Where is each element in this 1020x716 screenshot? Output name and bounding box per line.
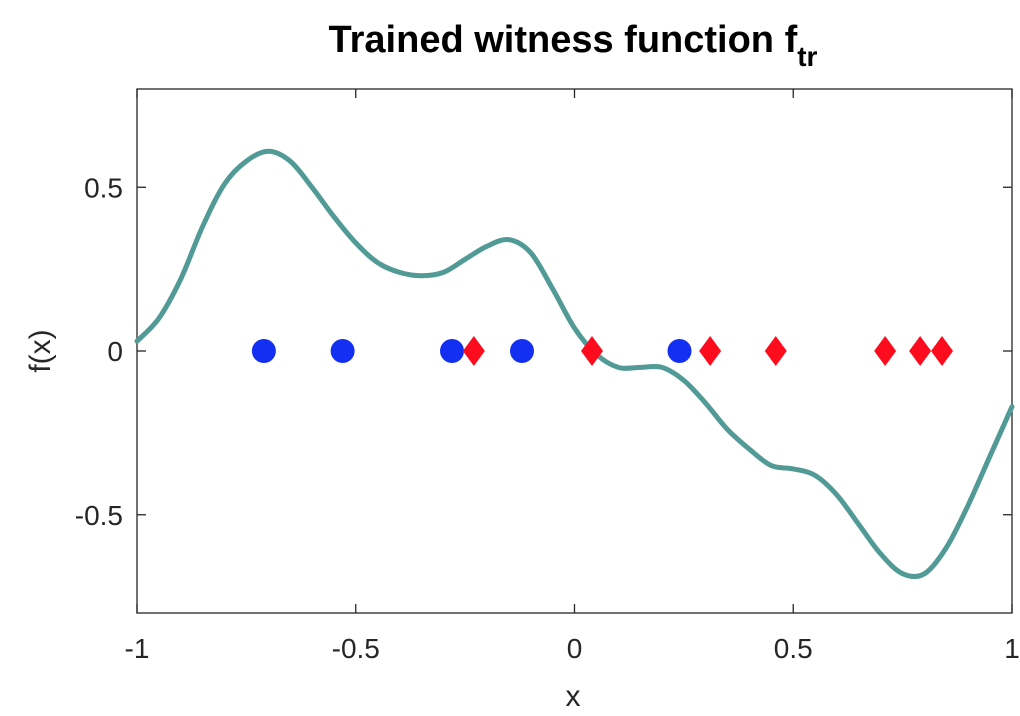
x-tick-label: 0.5 <box>774 633 813 664</box>
y-tick-label: -0.5 <box>75 500 123 531</box>
sample-markers <box>251 336 953 366</box>
y-tick-label: 0.5 <box>84 172 123 203</box>
diamond-marker <box>462 336 485 366</box>
diamond-marker <box>931 336 953 366</box>
y-axis: -0.5 0 0.5 <box>75 172 1012 531</box>
circle-marker <box>251 339 276 363</box>
diamond-marker <box>909 336 932 366</box>
x-tick-label: -1 <box>125 633 150 664</box>
witness-function-curve <box>134 148 1015 580</box>
chart-title: Trained witness function ftr <box>329 19 818 72</box>
diamond-marker <box>874 336 897 366</box>
y-axis-label: f(x) <box>24 329 57 372</box>
circle-marker <box>510 339 534 363</box>
x-tick-label: -0.5 <box>332 633 380 664</box>
chart-title-subscript: tr <box>797 41 817 72</box>
diamond-marker <box>764 336 787 366</box>
chart-title-main: Trained witness function f <box>329 19 798 61</box>
y-tick-label: 0 <box>107 336 123 367</box>
x-tick-label: 0 <box>567 633 583 664</box>
x-axis-label: x <box>566 680 581 713</box>
diamond-marker <box>581 336 603 366</box>
circle-marker <box>440 339 464 363</box>
circle-marker <box>667 339 692 363</box>
x-axis: -1 -0.5 0 0.5 1 <box>125 89 1020 664</box>
x-tick-label: 1 <box>1004 633 1020 664</box>
circle-marker <box>330 339 355 363</box>
diamond-marker <box>699 336 722 366</box>
